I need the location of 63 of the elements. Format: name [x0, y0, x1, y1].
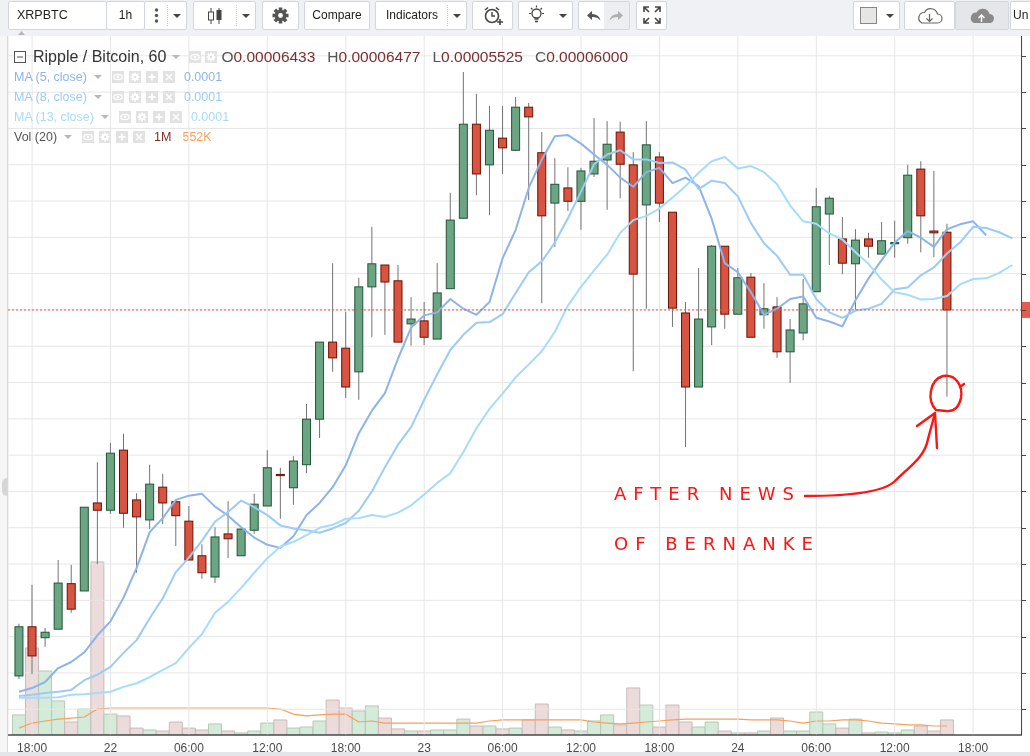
text: H0.00006477: [327, 47, 421, 66]
text: AFTER NEWS OF BERNANKE: [614, 483, 820, 554]
candlestick: [223, 500, 233, 559]
candlestick: [602, 120, 612, 211]
x-tick-label: 18:00: [644, 741, 675, 755]
text: Vol (20): [14, 130, 58, 144]
candlestick: [550, 157, 560, 248]
candlestick: [40, 627, 50, 648]
text: C0.00006000: [534, 47, 629, 66]
bar: [208, 723, 222, 735]
x-tick-label: 06:00: [801, 741, 832, 755]
bar: [142, 729, 157, 735]
toolbar-button: XRPBTC: [8, 1, 107, 30]
toolbar-button: Compare: [304, 1, 370, 30]
x-tick-label: 12:00: [252, 741, 283, 755]
bar: [547, 726, 562, 735]
candlestick: [380, 264, 390, 336]
x-tick-label: 18:00: [17, 741, 48, 755]
candlestick: [406, 296, 416, 347]
x-tick-label: 06:00: [173, 741, 205, 755]
x-tick-label: 18:00: [958, 741, 989, 755]
candlestick: [498, 105, 508, 175]
candlestick: [563, 166, 573, 212]
text: MA (8, close): [14, 90, 87, 104]
x-tick-label: 06:00: [487, 741, 518, 755]
candlestick: [419, 301, 429, 346]
annotation: 1M: [154, 130, 172, 144]
candlestick: [367, 226, 377, 338]
annotation: 0.0001: [183, 70, 223, 84]
candlestick: [929, 170, 939, 258]
x-tick-label: 12:00: [565, 741, 597, 755]
candlestick: [877, 221, 887, 255]
candlestick: [524, 102, 534, 201]
x-tick-label: 23: [417, 741, 432, 755]
candlestick: [132, 492, 142, 574]
x-tick-label: 12:00: [879, 741, 911, 755]
candlestick: [197, 543, 207, 580]
toolbar-button: Un: [1010, 1, 1030, 30]
x-tick-label: 22: [103, 741, 118, 755]
candlestick: [275, 467, 285, 520]
candlestick: [158, 473, 168, 525]
text: O0.00006433: [221, 47, 316, 66]
text: L0.00005525: [432, 47, 523, 66]
text: MA (5, close): [14, 70, 87, 84]
bar: [273, 719, 288, 735]
toolbar-button: 1h: [106, 1, 145, 30]
candlestick: [785, 318, 795, 384]
x-tick-label: 24: [731, 741, 745, 755]
chart-title: Ripple / Bitcoin, 60: [33, 47, 167, 66]
text: MA (13, close): [14, 110, 94, 124]
annotation: 0.0001: [183, 90, 223, 104]
candlestick: [328, 262, 338, 373]
toolbar-button: Indicators: [375, 1, 467, 30]
candlestick: [850, 228, 860, 311]
candlestick: [824, 195, 834, 266]
bar: [64, 721, 79, 735]
annotation: 552K: [182, 130, 212, 144]
x-tick-label: 18:00: [330, 741, 362, 755]
candlestick: [864, 232, 874, 259]
annotation: 0.0001: [190, 110, 230, 124]
candlestick: [171, 499, 181, 547]
bar: [508, 727, 523, 735]
bar: [482, 725, 497, 735]
